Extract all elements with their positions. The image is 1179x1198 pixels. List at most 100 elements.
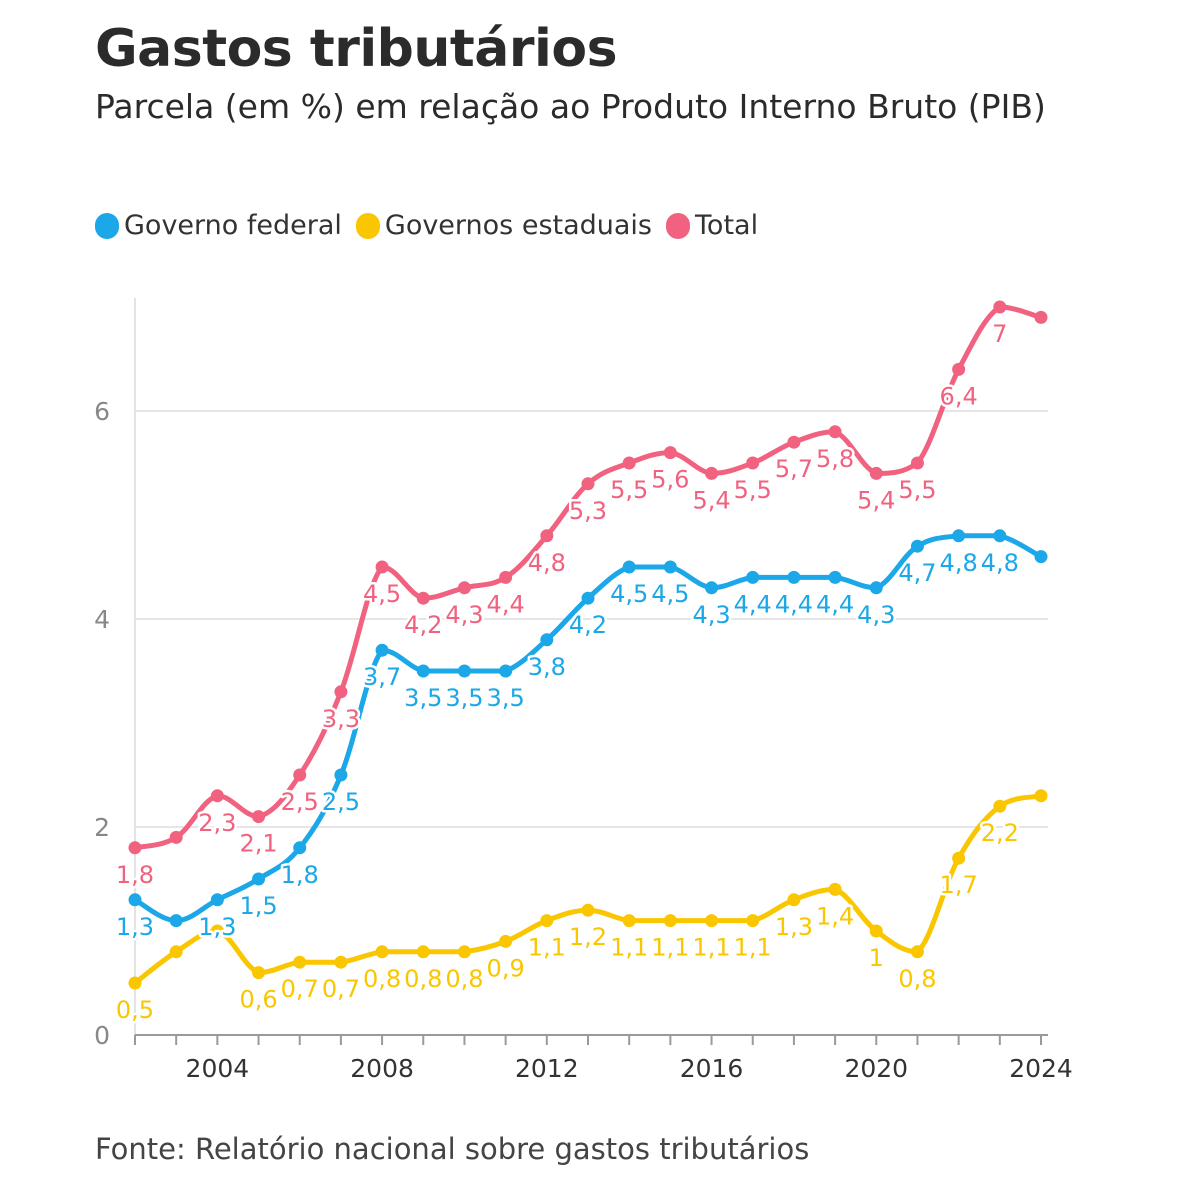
x-tick-label: 2016 [680, 1054, 744, 1083]
data-label-total: 5,3 [569, 497, 607, 525]
data-label-estaduais: 1,1 [528, 934, 566, 962]
data-label-estaduais: 0,8 [404, 965, 442, 993]
data-point-total [416, 591, 430, 605]
data-point-federal [952, 529, 966, 543]
data-point-total [787, 435, 801, 449]
grid-layer [135, 410, 1048, 828]
data-label-federal: 4,7 [898, 559, 936, 587]
data-label-federal: 3,5 [487, 684, 525, 712]
legend-label-federal: Governo federal [124, 210, 342, 241]
data-label-estaduais: 0,9 [487, 954, 525, 982]
data-point-federal [869, 581, 883, 595]
legend-item-federal: Governo federal [95, 210, 342, 241]
data-point-total [499, 570, 513, 584]
legend-swatch-total [666, 212, 691, 239]
data-point-federal [581, 591, 595, 605]
series-line-estaduais [132, 793, 1044, 986]
data-point-total [540, 529, 554, 543]
data-label-federal: 4,5 [651, 580, 689, 608]
x-tick-label: 2024 [1009, 1054, 1073, 1083]
y-tick-label: 6 [94, 397, 110, 426]
axis-layer: 0 2 4 6 2004 2008 2012 2016 2020 2024 [94, 298, 1073, 1083]
data-label-total: 5,5 [610, 476, 648, 504]
data-point-federal [457, 664, 471, 678]
data-point-federal [169, 914, 183, 928]
data-label-estaduais: 1,7 [940, 871, 978, 899]
data-point-estaduais [416, 945, 430, 959]
data-label-federal: 4,3 [692, 601, 730, 629]
x-tick-label: 2004 [186, 1054, 250, 1083]
data-label-federal: 4,4 [775, 590, 813, 618]
data-label-total: 5,7 [775, 455, 813, 483]
data-point-federal [499, 664, 513, 678]
data-point-federal [540, 633, 554, 647]
legend-label-total: Total [695, 210, 759, 241]
data-point-estaduais [210, 924, 224, 938]
data-point-estaduais [1034, 789, 1048, 803]
data-label-federal: 3,8 [528, 653, 566, 681]
data-point-total [128, 841, 142, 855]
data-point-federal [787, 570, 801, 584]
data-point-estaduais [663, 914, 677, 928]
data-point-total [622, 456, 636, 470]
data-point-total [169, 830, 183, 844]
data-point-estaduais [869, 924, 883, 938]
data-point-estaduais [581, 903, 595, 917]
data-point-estaduais [787, 893, 801, 907]
y-tick-label: 0 [94, 1021, 110, 1050]
data-label-total: 5,5 [734, 476, 772, 504]
data-label-federal: 4,4 [734, 590, 772, 618]
data-label-federal: 4,3 [857, 601, 895, 629]
data-point-total [952, 362, 966, 376]
data-point-estaduais [499, 934, 513, 948]
series-federal [128, 529, 1048, 928]
data-label-total: 4,8 [528, 549, 566, 577]
data-label-federal: 4,8 [940, 549, 978, 577]
data-label-estaduais: 0,5 [116, 996, 154, 1024]
data-label-estaduais: 1 [869, 944, 884, 972]
data-point-estaduais [828, 882, 842, 896]
data-point-federal [993, 529, 1007, 543]
data-point-estaduais [993, 799, 1007, 813]
x-tick-label: 2020 [844, 1054, 908, 1083]
data-label-federal: 3,5 [404, 684, 442, 712]
data-point-estaduais [457, 945, 471, 959]
data-point-total [993, 300, 1007, 314]
data-label-federal: 4,5 [610, 580, 648, 608]
data-point-estaduais [334, 955, 348, 969]
x-tick-label: 2012 [515, 1054, 579, 1083]
data-point-estaduais [375, 945, 389, 959]
data-label-federal: 3,7 [363, 663, 401, 691]
data-label-total: 5,5 [898, 476, 936, 504]
y-tick-label: 4 [94, 605, 110, 634]
data-point-federal [746, 570, 760, 584]
data-point-estaduais [169, 945, 183, 959]
data-label-total: 2,1 [239, 830, 277, 858]
data-label-estaduais: 0,7 [322, 975, 360, 1003]
legend: Governo federal Governos estaduais Total [95, 210, 772, 241]
data-label-total: 4,5 [363, 580, 401, 608]
data-point-total [910, 456, 924, 470]
data-label-total: 6,4 [940, 382, 978, 410]
data-label-estaduais: 1,1 [651, 934, 689, 962]
data-label-total: 7 [992, 320, 1007, 348]
data-point-estaduais [293, 955, 307, 969]
data-label-federal: 1,8 [281, 861, 319, 889]
data-label-total: 4,4 [487, 590, 525, 618]
data-label-federal: 4,4 [816, 590, 854, 618]
data-point-estaduais [540, 914, 554, 928]
series-line-federal [132, 533, 1044, 924]
data-label-estaduais: 0,6 [239, 986, 277, 1014]
data-label-estaduais: 0,8 [445, 965, 483, 993]
data-label-estaduais: 1,1 [610, 934, 648, 962]
data-point-total [375, 560, 389, 574]
data-label-total: 5,4 [692, 486, 730, 514]
data-point-estaduais [622, 914, 636, 928]
series-total [128, 300, 1048, 855]
data-point-total [252, 810, 266, 824]
data-point-federal [210, 893, 224, 907]
data-point-federal [416, 664, 430, 678]
data-label-estaduais: 1,1 [734, 934, 772, 962]
data-point-total [334, 685, 348, 699]
